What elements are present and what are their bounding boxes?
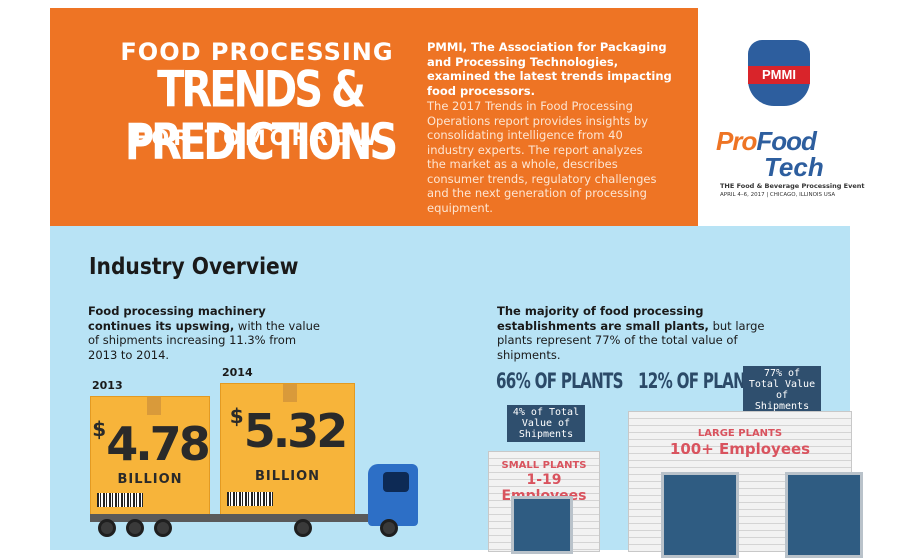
header-banner: FOOD PROCESSING TRENDS & PREDICTIONS FOR… — [50, 8, 698, 226]
profood-tagline: THE Food & Beverage Processing Event — [720, 182, 865, 190]
year-2013-label: 2013 — [92, 379, 123, 392]
profood-food: Food — [756, 126, 817, 156]
truck-window — [383, 472, 409, 492]
small-plants-label: SMALL PLANTS — [501, 460, 587, 471]
year-2014-label: 2014 — [222, 366, 253, 379]
plants-rest: but large plants represent 77% of the to… — [497, 318, 765, 362]
large-plants-employees: 100+ Employees — [669, 440, 811, 458]
currency-symbol: $ — [92, 417, 107, 441]
large-plants-value-tag: 77% of Total Value of Shipments — [743, 366, 821, 414]
profood-dates: APRIL 4–6, 2017 | CHICAGO, ILLINOIS USA — [720, 192, 836, 198]
machinery-description: Food processing machinery continues its … — [88, 304, 328, 362]
shipment-box-2014: $5.32 BILLION — [220, 383, 355, 516]
machinery-rest: with the value of shipments increasing 1… — [88, 318, 320, 362]
large-plants-label: LARGE PLANTS — [697, 428, 783, 439]
barcode-icon — [227, 492, 273, 506]
truck-wheel-icon — [126, 519, 144, 537]
small-plant-building: SMALL PLANTS 1-19 Employees — [488, 451, 600, 554]
large-plant-building: LARGE PLANTS 100+ Employees — [628, 411, 863, 558]
barcode-icon — [97, 493, 143, 507]
box-tape — [147, 397, 161, 415]
title-line-2: TRENDS & PREDICTIONS — [124, 61, 398, 172]
intro-body-text: The 2017 Trends in Food Processing Opera… — [427, 99, 657, 215]
industry-overview-section: Industry Overview Food processing machin… — [50, 226, 863, 558]
truck-wheel-icon — [154, 519, 172, 537]
building-door — [511, 496, 573, 554]
box-tape — [283, 384, 297, 402]
truck-bed — [90, 514, 372, 522]
profood-logo-line1: ProFood — [716, 126, 817, 157]
machinery-bold: Food processing machinery continues its … — [88, 304, 266, 333]
small-plants-percent: 66% OF PLANTS — [496, 369, 624, 393]
plants-description: The majority of food processing establis… — [497, 304, 797, 362]
shipment-unit-2013: BILLION — [117, 472, 183, 487]
amount-value: 5.32 — [243, 404, 348, 458]
profood-logo-tech: Tech — [764, 152, 824, 182]
truck-wheel-icon — [98, 519, 116, 537]
shipment-unit-2014: BILLION — [254, 469, 321, 484]
pmmi-logo-band — [748, 66, 810, 84]
small-plants-value-tag: 4% of Total Value of Shipments — [507, 405, 585, 442]
plants-bold: The majority of food processing establis… — [497, 304, 709, 333]
section-title: Industry Overview — [89, 254, 299, 280]
title-line-3: FOR TOMORROW — [133, 126, 381, 150]
currency-symbol: $ — [229, 404, 244, 428]
pmmi-logo: PMMI — [748, 40, 810, 106]
truck-wheel-icon — [294, 519, 312, 537]
amount-value: 4.78 — [106, 417, 210, 471]
intro-bold-text: PMMI, The Association for Packaging and … — [427, 40, 672, 98]
shipment-box-2013: $4.78 BILLION — [90, 396, 211, 516]
shipment-amount-2013: $4.78 — [91, 417, 210, 471]
truck-wheel-icon — [380, 519, 398, 537]
shipment-amount-2014: $5.32 — [221, 404, 354, 458]
building-door — [661, 472, 739, 558]
pmmi-logo-text: PMMI — [762, 67, 796, 82]
profood-pro: Pro — [716, 126, 757, 156]
building-door — [785, 472, 863, 558]
title-line-1: FOOD PROCESSING — [120, 38, 394, 66]
